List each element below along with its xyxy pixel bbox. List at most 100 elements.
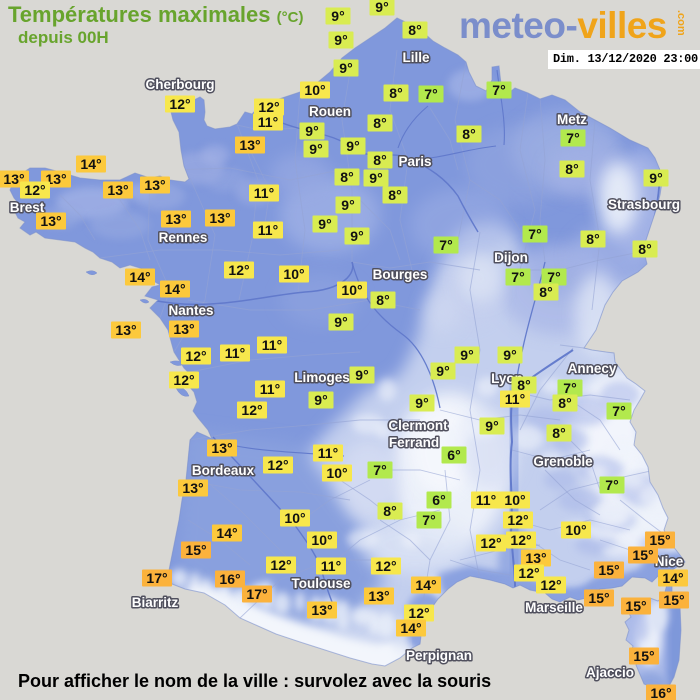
svg-text:8°: 8° bbox=[539, 284, 552, 300]
svg-text:14°: 14° bbox=[400, 620, 421, 636]
svg-text:8°: 8° bbox=[517, 377, 530, 393]
svg-text:14°: 14° bbox=[216, 525, 237, 541]
svg-text:7°: 7° bbox=[566, 130, 579, 146]
svg-text:7°: 7° bbox=[439, 237, 452, 253]
svg-text:9°: 9° bbox=[318, 216, 331, 232]
svg-text:Clermont: Clermont bbox=[388, 418, 448, 433]
svg-text:9°: 9° bbox=[369, 170, 382, 186]
svg-text:9°: 9° bbox=[314, 392, 327, 408]
svg-text:15°: 15° bbox=[185, 542, 206, 558]
svg-text:Perpignan: Perpignan bbox=[406, 648, 472, 663]
svg-text:10°: 10° bbox=[311, 532, 332, 548]
svg-text:9°: 9° bbox=[460, 347, 473, 363]
svg-text:9°: 9° bbox=[350, 228, 363, 244]
svg-text:11°: 11° bbox=[254, 185, 274, 201]
svg-text:13°: 13° bbox=[239, 137, 260, 153]
svg-text:12°: 12° bbox=[169, 96, 190, 112]
svg-text:13°: 13° bbox=[182, 480, 203, 496]
svg-text:12°: 12° bbox=[507, 512, 528, 528]
svg-text:13°: 13° bbox=[107, 182, 128, 198]
svg-text:Paris: Paris bbox=[398, 154, 431, 169]
svg-text:15°: 15° bbox=[649, 532, 670, 548]
svg-text:Rouen: Rouen bbox=[309, 104, 351, 119]
svg-text:Dijon: Dijon bbox=[494, 250, 528, 265]
svg-text:14°: 14° bbox=[129, 269, 150, 285]
svg-text:8°: 8° bbox=[340, 169, 353, 185]
svg-text:13°: 13° bbox=[368, 588, 389, 604]
svg-text:10°: 10° bbox=[504, 492, 525, 508]
svg-text:17°: 17° bbox=[246, 586, 267, 602]
svg-text:15°: 15° bbox=[633, 648, 654, 664]
svg-text:13°: 13° bbox=[211, 440, 232, 456]
svg-text:12°: 12° bbox=[258, 99, 279, 115]
svg-text:6°: 6° bbox=[447, 447, 460, 463]
svg-text:11°: 11° bbox=[260, 381, 280, 397]
svg-text:10°: 10° bbox=[284, 510, 305, 526]
svg-text:14°: 14° bbox=[415, 577, 436, 593]
svg-text:12°: 12° bbox=[540, 577, 561, 593]
svg-text:15°: 15° bbox=[663, 592, 684, 608]
svg-text:7°: 7° bbox=[422, 512, 435, 528]
svg-text:7°: 7° bbox=[612, 403, 625, 419]
svg-text:14°: 14° bbox=[164, 281, 185, 297]
svg-text:9°: 9° bbox=[503, 347, 516, 363]
svg-text:9°: 9° bbox=[331, 8, 344, 24]
svg-text:8°: 8° bbox=[373, 115, 386, 131]
svg-text:9°: 9° bbox=[309, 141, 322, 157]
svg-text:11°: 11° bbox=[321, 558, 341, 574]
svg-text:Bordeaux: Bordeaux bbox=[192, 463, 255, 478]
svg-text:16°: 16° bbox=[219, 571, 240, 587]
svg-text:Brest: Brest bbox=[10, 200, 45, 215]
svg-text:11°: 11° bbox=[258, 222, 278, 238]
svg-text:8°: 8° bbox=[408, 22, 421, 38]
svg-text:8°: 8° bbox=[558, 395, 571, 411]
svg-text:Limoges: Limoges bbox=[294, 370, 350, 385]
svg-text:9°: 9° bbox=[334, 32, 347, 48]
svg-text:Biarritz: Biarritz bbox=[132, 595, 179, 610]
svg-text:14°: 14° bbox=[662, 570, 683, 586]
svg-text:7°: 7° bbox=[492, 82, 505, 98]
svg-text:11°: 11° bbox=[505, 391, 525, 407]
svg-text:13°: 13° bbox=[40, 213, 61, 229]
svg-text:7°: 7° bbox=[373, 462, 386, 478]
svg-text:9°: 9° bbox=[346, 138, 359, 154]
svg-text:11°: 11° bbox=[262, 337, 282, 353]
svg-text:8°: 8° bbox=[383, 503, 396, 519]
svg-text:10°: 10° bbox=[565, 522, 586, 538]
svg-text:Ajaccio: Ajaccio bbox=[586, 665, 634, 680]
svg-text:11°: 11° bbox=[258, 114, 278, 130]
svg-text:9°: 9° bbox=[649, 170, 662, 186]
svg-text:7°: 7° bbox=[563, 380, 576, 396]
svg-text:12°: 12° bbox=[375, 558, 396, 574]
svg-text:8°: 8° bbox=[376, 292, 389, 308]
svg-text:8°: 8° bbox=[638, 241, 651, 257]
svg-text:15°: 15° bbox=[598, 562, 619, 578]
svg-text:17°: 17° bbox=[146, 570, 167, 586]
svg-text:11°: 11° bbox=[318, 445, 338, 461]
svg-text:Lille: Lille bbox=[402, 50, 429, 65]
svg-text:8°: 8° bbox=[462, 126, 475, 142]
svg-text:Toulouse: Toulouse bbox=[292, 576, 351, 591]
svg-text:9°: 9° bbox=[485, 418, 498, 434]
svg-text:Metz: Metz bbox=[557, 112, 587, 127]
svg-text:7°: 7° bbox=[547, 269, 560, 285]
svg-text:Rennes: Rennes bbox=[159, 230, 208, 245]
svg-text:9°: 9° bbox=[305, 123, 318, 139]
svg-text:7°: 7° bbox=[528, 226, 541, 242]
svg-text:13°: 13° bbox=[525, 550, 546, 566]
svg-text:13°: 13° bbox=[173, 321, 194, 337]
svg-text:13°: 13° bbox=[144, 177, 165, 193]
svg-text:Bourges: Bourges bbox=[373, 267, 428, 282]
svg-text:13°: 13° bbox=[209, 210, 230, 226]
svg-text:13°: 13° bbox=[45, 171, 66, 187]
svg-text:11°: 11° bbox=[225, 345, 245, 361]
svg-text:12°: 12° bbox=[24, 182, 45, 198]
svg-text:Cherbourg: Cherbourg bbox=[146, 77, 215, 92]
svg-text:Ferrand: Ferrand bbox=[389, 435, 439, 450]
svg-text:9°: 9° bbox=[334, 314, 347, 330]
svg-text:9°: 9° bbox=[375, 0, 388, 15]
svg-text:11°: 11° bbox=[476, 492, 496, 508]
svg-text:8°: 8° bbox=[552, 425, 565, 441]
svg-text:9°: 9° bbox=[415, 395, 428, 411]
svg-text:13°: 13° bbox=[115, 322, 136, 338]
